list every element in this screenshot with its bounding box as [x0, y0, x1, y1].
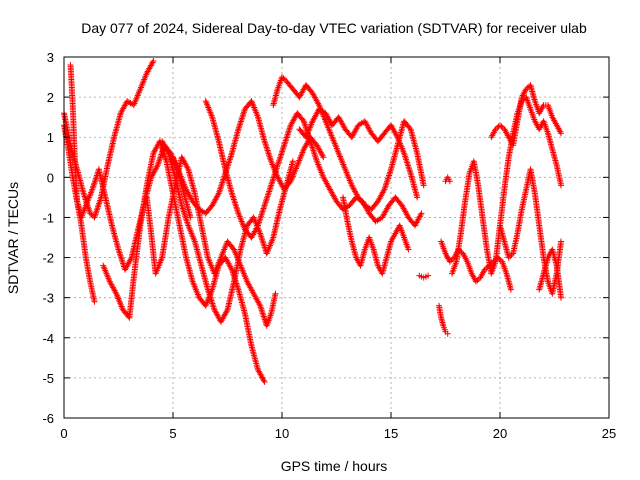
series-track-17: [488, 82, 564, 149]
x-axis-label: GPS time / hours: [281, 458, 388, 474]
x-tick-label: 10: [275, 426, 289, 441]
point-markers: [270, 74, 427, 213]
series-track-13: [436, 302, 451, 337]
x-axis-ticks: 0 5 10 15 20 25: [60, 57, 616, 441]
y-tick-label: -2: [42, 251, 54, 266]
x-tick-label: 15: [384, 426, 398, 441]
series-track-12: [416, 272, 432, 281]
series-track-14: [438, 238, 514, 293]
point-markers: [536, 246, 564, 301]
y-tick-label: -3: [42, 291, 54, 306]
grid-lines: [64, 57, 609, 418]
point-markers: [438, 238, 514, 293]
series-track-6: [159, 138, 296, 325]
chart-title: Day 077 of 2024, Sidereal Day-to-day VTE…: [81, 20, 587, 36]
series-track-15: [442, 174, 453, 185]
series-track-9: [270, 74, 427, 213]
y-tick-label: 3: [47, 50, 54, 65]
x-tick-label: 20: [493, 426, 507, 441]
series-track-19: [536, 246, 564, 301]
point-markers: [416, 272, 432, 281]
point-markers: [442, 174, 453, 185]
series-track-7: [170, 98, 327, 217]
y-tick-label: 2: [47, 90, 54, 105]
point-markers: [340, 194, 412, 277]
point-markers: [100, 138, 268, 385]
point-markers: [170, 98, 327, 217]
y-tick-label: -4: [42, 331, 54, 346]
x-tick-label: 25: [602, 426, 616, 441]
y-tick-label: -6: [42, 411, 54, 426]
point-markers: [159, 138, 296, 325]
series-track-8: [202, 98, 425, 241]
point-markers: [202, 98, 425, 241]
y-axis-ticks: -6 -5 -4 -3 -2 -1 0 1 2 3: [42, 50, 609, 426]
point-markers: [436, 302, 451, 337]
series-track-11: [340, 194, 412, 277]
series-track-4: [100, 138, 268, 385]
x-tick-label: 0: [60, 426, 67, 441]
y-tick-label: -1: [42, 210, 54, 225]
y-tick-label: -5: [42, 371, 54, 386]
point-markers: [296, 106, 421, 201]
y-axis-label: SDTVAR / TECUs: [5, 182, 21, 294]
point-markers: [488, 82, 564, 149]
data-points: [61, 58, 564, 385]
x-tick-label: 5: [169, 426, 176, 441]
plot-frame: [63, 56, 610, 419]
y-tick-label: 1: [47, 130, 54, 145]
y-tick-label: 0: [47, 170, 54, 185]
series-track-10: [296, 106, 421, 201]
